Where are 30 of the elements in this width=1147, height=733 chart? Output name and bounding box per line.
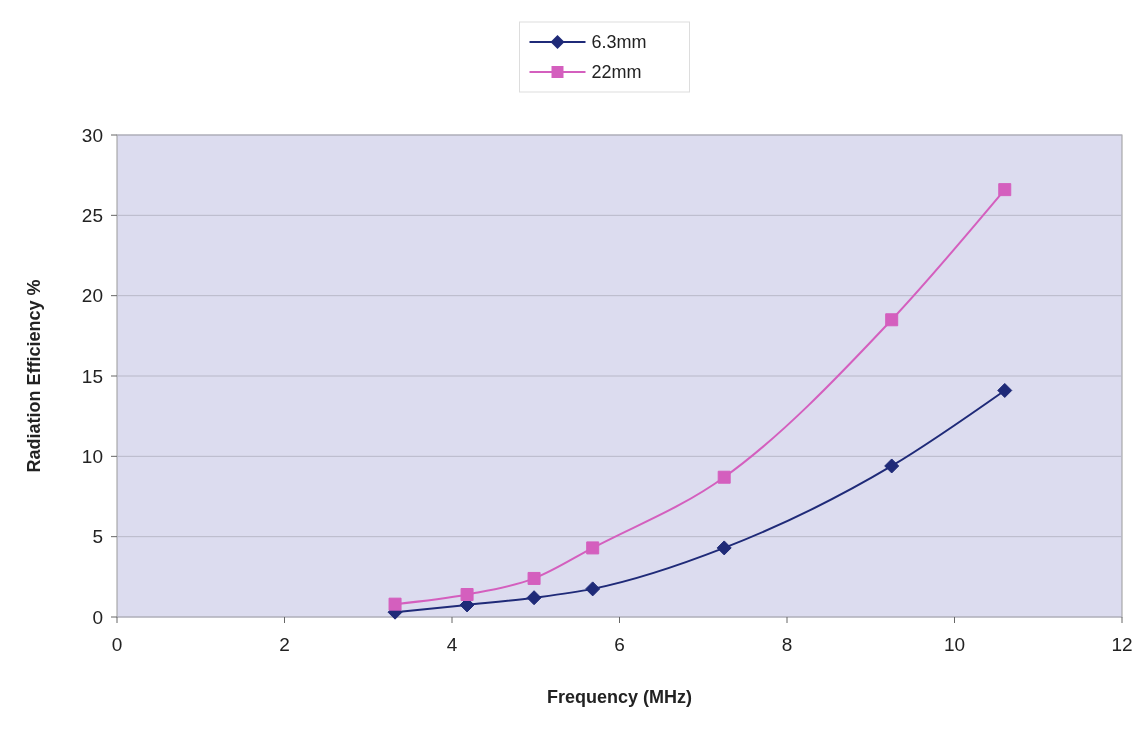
point [885,313,899,327]
point [585,581,601,597]
x-axis-title: Frequency (MHz) [546,687,693,707]
point [998,183,1012,197]
y-tick-label: 0 [92,606,103,628]
legend-label: 22mm [591,62,642,83]
y-tick-label: 20 [81,285,103,307]
point [997,382,1013,398]
legend-label: 6.3mm [591,32,647,53]
y-axis-title: Radiation Efficiency % [24,279,44,473]
point [526,590,542,606]
y-tick-label: 15 [81,365,103,387]
point [717,470,731,484]
point [586,541,600,555]
point [388,597,402,611]
point [527,571,541,585]
x-tick-label: 6 [614,634,625,655]
x-tick-label: 4 [446,634,458,655]
y-tick-label: 30 [81,124,103,146]
point [884,458,900,474]
y-tick-label: 5 [92,526,103,548]
x-tick-label: 8 [781,634,793,655]
x-tick-label: 0 [111,634,123,655]
y-tick-label: 25 [81,204,103,226]
point [460,588,474,602]
y-tick-label: 10 [81,445,103,467]
x-tick-label: 12 [1111,634,1133,655]
x-tick-label: 10 [943,634,966,655]
x-tick-label: 2 [279,634,290,655]
point [716,540,732,556]
